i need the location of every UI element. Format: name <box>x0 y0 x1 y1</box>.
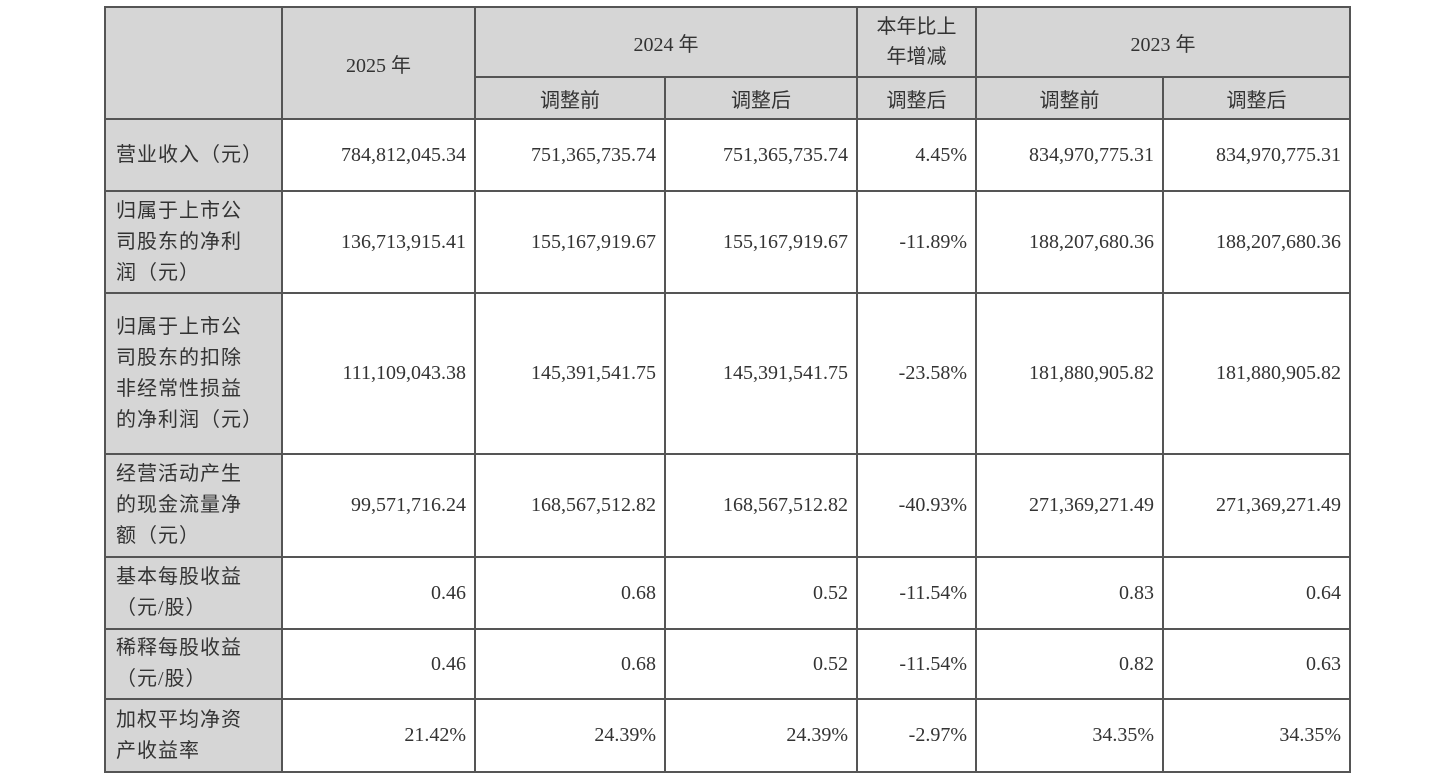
subheader-cell: 调整后 <box>664 76 858 120</box>
value-cell: 136,713,915.41 <box>281 190 476 294</box>
row-label-cell: 加权平均净资产收益率 <box>104 698 283 773</box>
value-cell: 181,880,905.82 <box>1162 292 1351 455</box>
header-cell: 2025 年 <box>281 6 476 120</box>
value-cell: 0.68 <box>474 628 666 700</box>
value-cell: -23.58% <box>856 292 977 455</box>
value-cell: 155,167,919.67 <box>664 190 858 294</box>
financial-table: 2025 年 2024 年 本年比上年增减 2023 年 调整前 调整后 调整后 调整… <box>104 6 1351 773</box>
subheader-cell: 调整前 <box>975 76 1164 120</box>
header-cell: 2023 年 <box>975 6 1351 78</box>
row-label: 加权平均净资产收益率 <box>116 708 242 762</box>
row-label: 经营活动产生的现金流量净额（元） <box>116 463 242 547</box>
row-label: 归属于上市公司股东的扣除非经常性损益的净利润（元） <box>116 315 263 431</box>
value-cell: 0.52 <box>664 628 858 700</box>
value-cell: 155,167,919.67 <box>474 190 666 294</box>
corner-cell <box>104 6 283 120</box>
value-cell: 21.42% <box>281 698 476 773</box>
row-label-cell: 归属于上市公司股东的扣除非经常性损益的净利润（元） <box>104 292 283 455</box>
value-cell: -11.54% <box>856 556 977 630</box>
value-cell: 24.39% <box>474 698 666 773</box>
header-cell: 2024 年 <box>474 6 858 78</box>
value-cell: 0.63 <box>1162 628 1351 700</box>
value-cell: 0.64 <box>1162 556 1351 630</box>
row-label: 营业收入（元） <box>116 143 263 166</box>
value-cell: 271,369,271.49 <box>1162 453 1351 558</box>
value-cell: 751,365,735.74 <box>474 118 666 192</box>
value-cell: 271,369,271.49 <box>975 453 1164 558</box>
value-cell: 0.83 <box>975 556 1164 630</box>
value-cell: 0.68 <box>474 556 666 630</box>
row-label: 归属于上市公司股东的净利润（元） <box>116 199 242 284</box>
value-cell: 168,567,512.82 <box>664 453 858 558</box>
row-label: 稀释每股收益（元/股） <box>116 637 242 690</box>
data-row: 稀释每股收益（元/股） 0.46 0.68 0.52 -11.54% 0.82 0.63 <box>104 628 1351 700</box>
value-cell: 99,571,716.24 <box>281 453 476 558</box>
value-cell: 111,109,043.38 <box>281 292 476 455</box>
value-cell: 834,970,775.31 <box>1162 118 1351 192</box>
row-label-cell: 经营活动产生的现金流量净额（元） <box>104 453 283 558</box>
header-row: 2025 年 2024 年 本年比上年增减 2023 年 <box>104 6 1351 120</box>
data-row: 营业收入（元） 784,812,045.34 751,365,735.74 751,3… <box>104 118 1351 192</box>
row-label-cell: 基本每股收益（元/股） <box>104 556 283 630</box>
subheader-cell: 调整前 <box>474 76 666 120</box>
header-cell: 本年比上年增减 <box>856 6 977 78</box>
header-text: 本年比上年增减 <box>876 16 957 68</box>
value-cell: 784,812,045.34 <box>281 118 476 192</box>
value-cell: 188,207,680.36 <box>975 190 1164 294</box>
value-cell: 188,207,680.36 <box>1162 190 1351 294</box>
subheader-cell: 调整后 <box>856 76 977 120</box>
table-wrap: 2025 年 2024 年 本年比上年增减 2023 年 调整前 调整后 调整后 调整… <box>104 6 1351 773</box>
data-row: 归属于上市公司股东的净利润（元） 136,713,915.41 155,167,91… <box>104 190 1351 294</box>
value-cell: -11.89% <box>856 190 977 294</box>
subheader-cell: 调整后 <box>1162 76 1351 120</box>
value-cell: 834,970,775.31 <box>975 118 1164 192</box>
value-cell: 751,365,735.74 <box>664 118 858 192</box>
value-cell: 168,567,512.82 <box>474 453 666 558</box>
table-body: 2025 年 2024 年 本年比上年增减 2023 年 调整前 调整后 调整后 调整… <box>104 6 1351 773</box>
value-cell: 145,391,541.75 <box>664 292 858 455</box>
row-label: 基本每股收益（元/股） <box>116 566 242 619</box>
value-cell: 4.45% <box>856 118 977 192</box>
value-cell: 34.35% <box>975 698 1164 773</box>
data-row: 基本每股收益（元/股） 0.46 0.68 0.52 -11.54% 0.83 0.64 <box>104 556 1351 630</box>
value-cell: 0.46 <box>281 628 476 700</box>
row-label-cell: 归属于上市公司股东的净利润（元） <box>104 190 283 294</box>
data-row: 加权平均净资产收益率 21.42% 24.39% 24.39% -2.97% 34.35%… <box>104 698 1351 773</box>
row-label-cell: 稀释每股收益（元/股） <box>104 628 283 700</box>
value-cell: 0.52 <box>664 556 858 630</box>
subheader-row: 调整前 调整后 调整后 调整前 调整后 <box>105 76 1351 120</box>
value-cell: 24.39% <box>664 698 858 773</box>
row-label-cell: 营业收入（元） <box>104 118 283 192</box>
data-row: 归属于上市公司股东的扣除非经常性损益的净利润（元） 111,109,043.38 1… <box>104 292 1351 455</box>
value-cell: 0.46 <box>281 556 476 630</box>
value-cell: 181,880,905.82 <box>975 292 1164 455</box>
data-row: 经营活动产生的现金流量净额（元） 99,571,716.24 168,567,512… <box>104 453 1351 558</box>
value-cell: 0.82 <box>975 628 1164 700</box>
value-cell: -2.97% <box>856 698 977 773</box>
value-cell: 145,391,541.75 <box>474 292 666 455</box>
value-cell: -40.93% <box>856 453 977 558</box>
value-cell: -11.54% <box>856 628 977 700</box>
value-cell: 34.35% <box>1162 698 1351 773</box>
